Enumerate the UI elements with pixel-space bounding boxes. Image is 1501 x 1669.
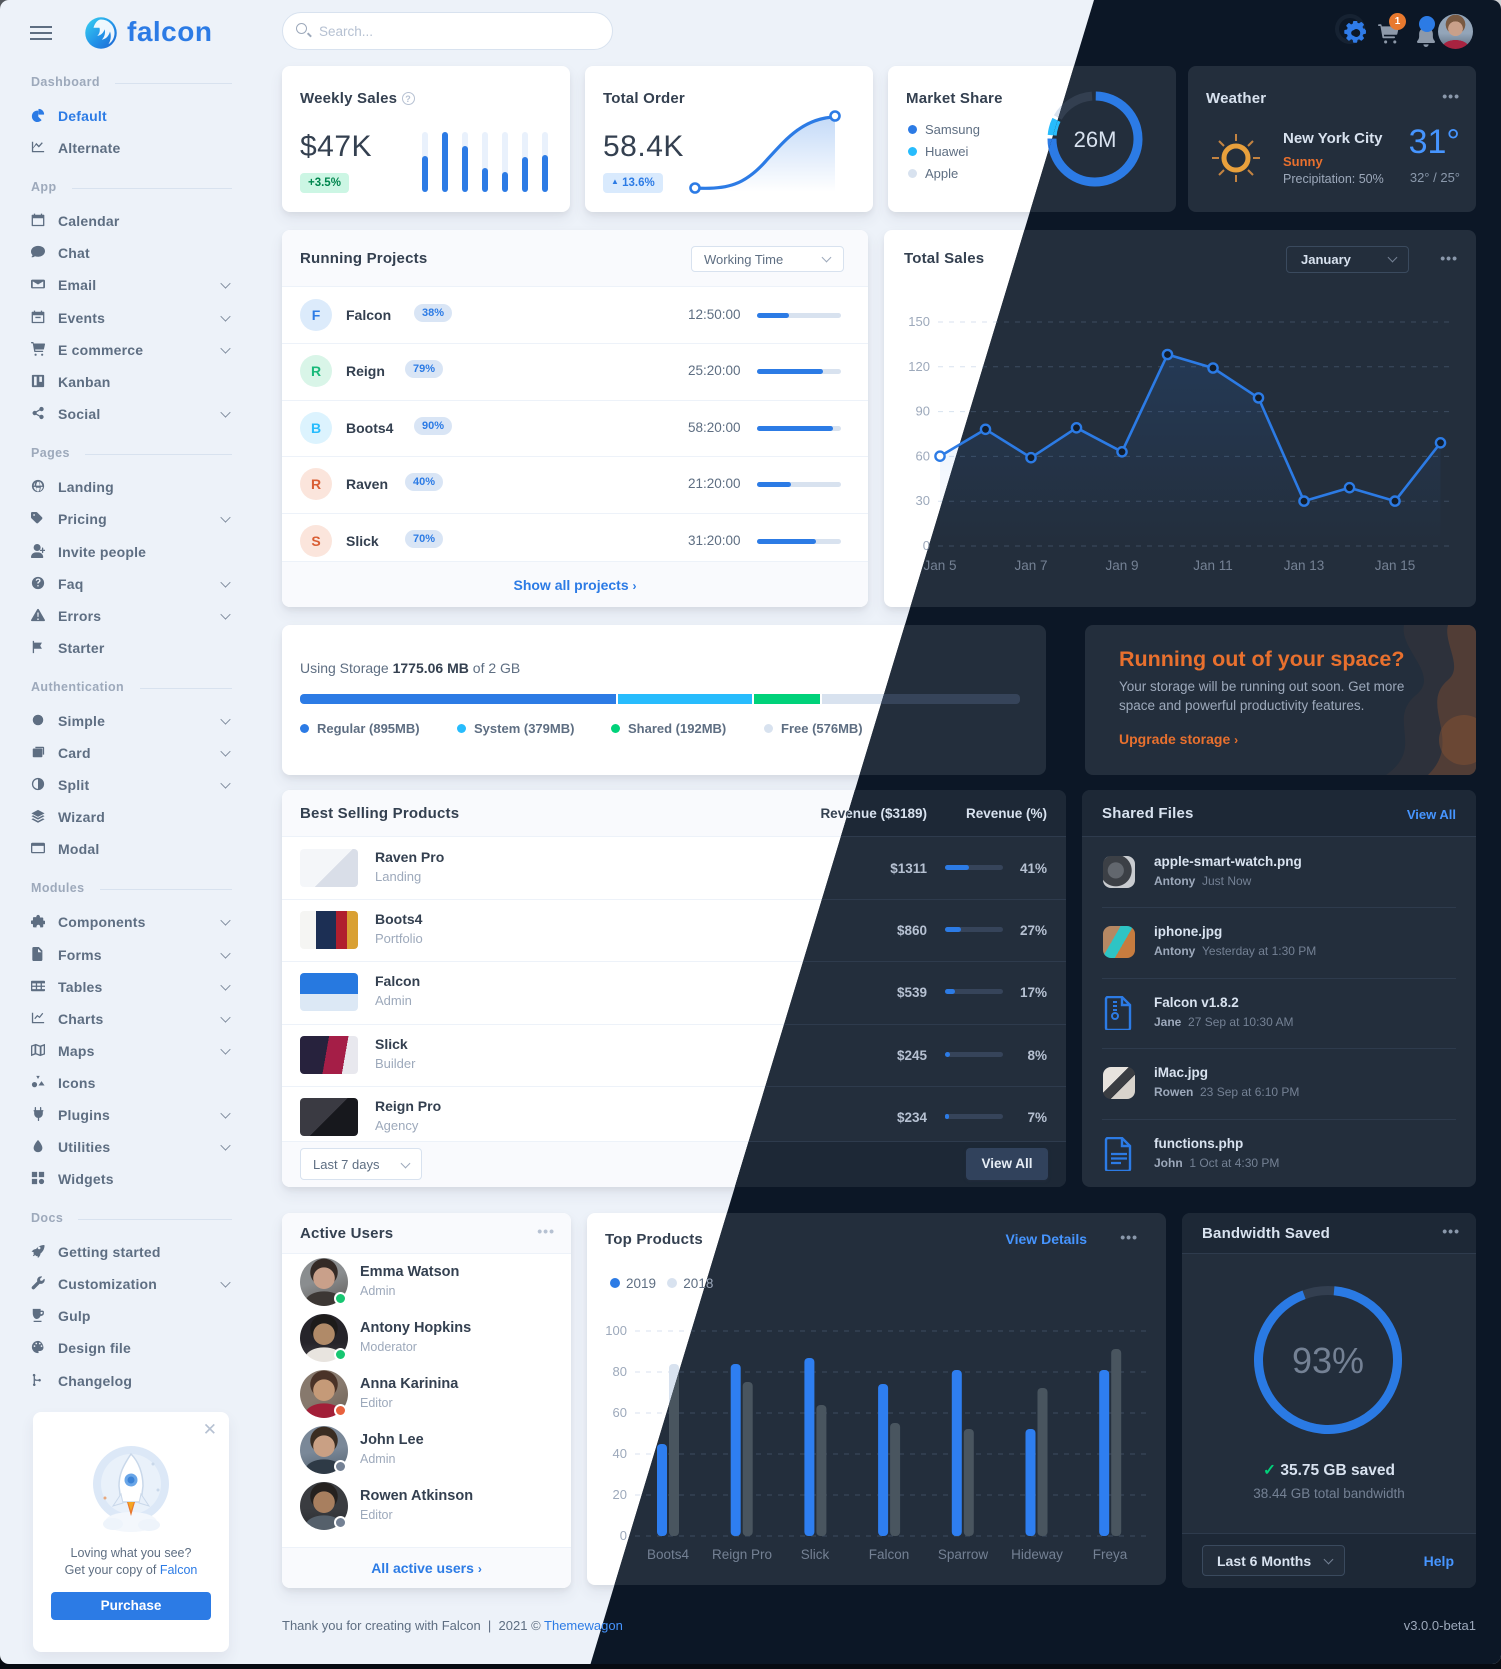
svg-text:Jan 7: Jan 7 — [1014, 558, 1047, 573]
svg-text:Jan 11: Jan 11 — [1193, 558, 1233, 573]
svg-text:Reign Pro: Reign Pro — [712, 1547, 772, 1562]
svg-text:Sparrow: Sparrow — [938, 1547, 989, 1562]
svg-text:Hideway: Hideway — [1011, 1547, 1063, 1562]
svg-text:Boots4: Boots4 — [647, 1547, 690, 1562]
svg-text:60: 60 — [916, 448, 930, 463]
svg-text:Jan 15: Jan 15 — [1375, 558, 1416, 573]
svg-text:Falcon: Falcon — [869, 1547, 910, 1562]
svg-text:Jan 5: Jan 5 — [923, 558, 956, 573]
svg-text:26M: 26M — [1074, 127, 1117, 152]
svg-text:120: 120 — [908, 359, 930, 374]
svg-text:Freya: Freya — [1093, 1547, 1128, 1562]
svg-text:93%: 93% — [1292, 1340, 1364, 1381]
svg-text:30: 30 — [916, 493, 930, 508]
svg-text:0: 0 — [923, 538, 930, 553]
svg-text:Jan 13: Jan 13 — [1284, 558, 1325, 573]
svg-text:60: 60 — [613, 1405, 627, 1420]
svg-text:80: 80 — [613, 1364, 627, 1379]
svg-text:Slick: Slick — [801, 1547, 830, 1562]
svg-text:0: 0 — [620, 1528, 627, 1543]
svg-text:100: 100 — [605, 1323, 627, 1338]
svg-text:90: 90 — [916, 404, 930, 419]
svg-text:20: 20 — [613, 1487, 627, 1502]
svg-text:Jan 9: Jan 9 — [1105, 558, 1138, 573]
svg-text:40: 40 — [613, 1446, 627, 1461]
svg-text:150: 150 — [908, 314, 930, 329]
